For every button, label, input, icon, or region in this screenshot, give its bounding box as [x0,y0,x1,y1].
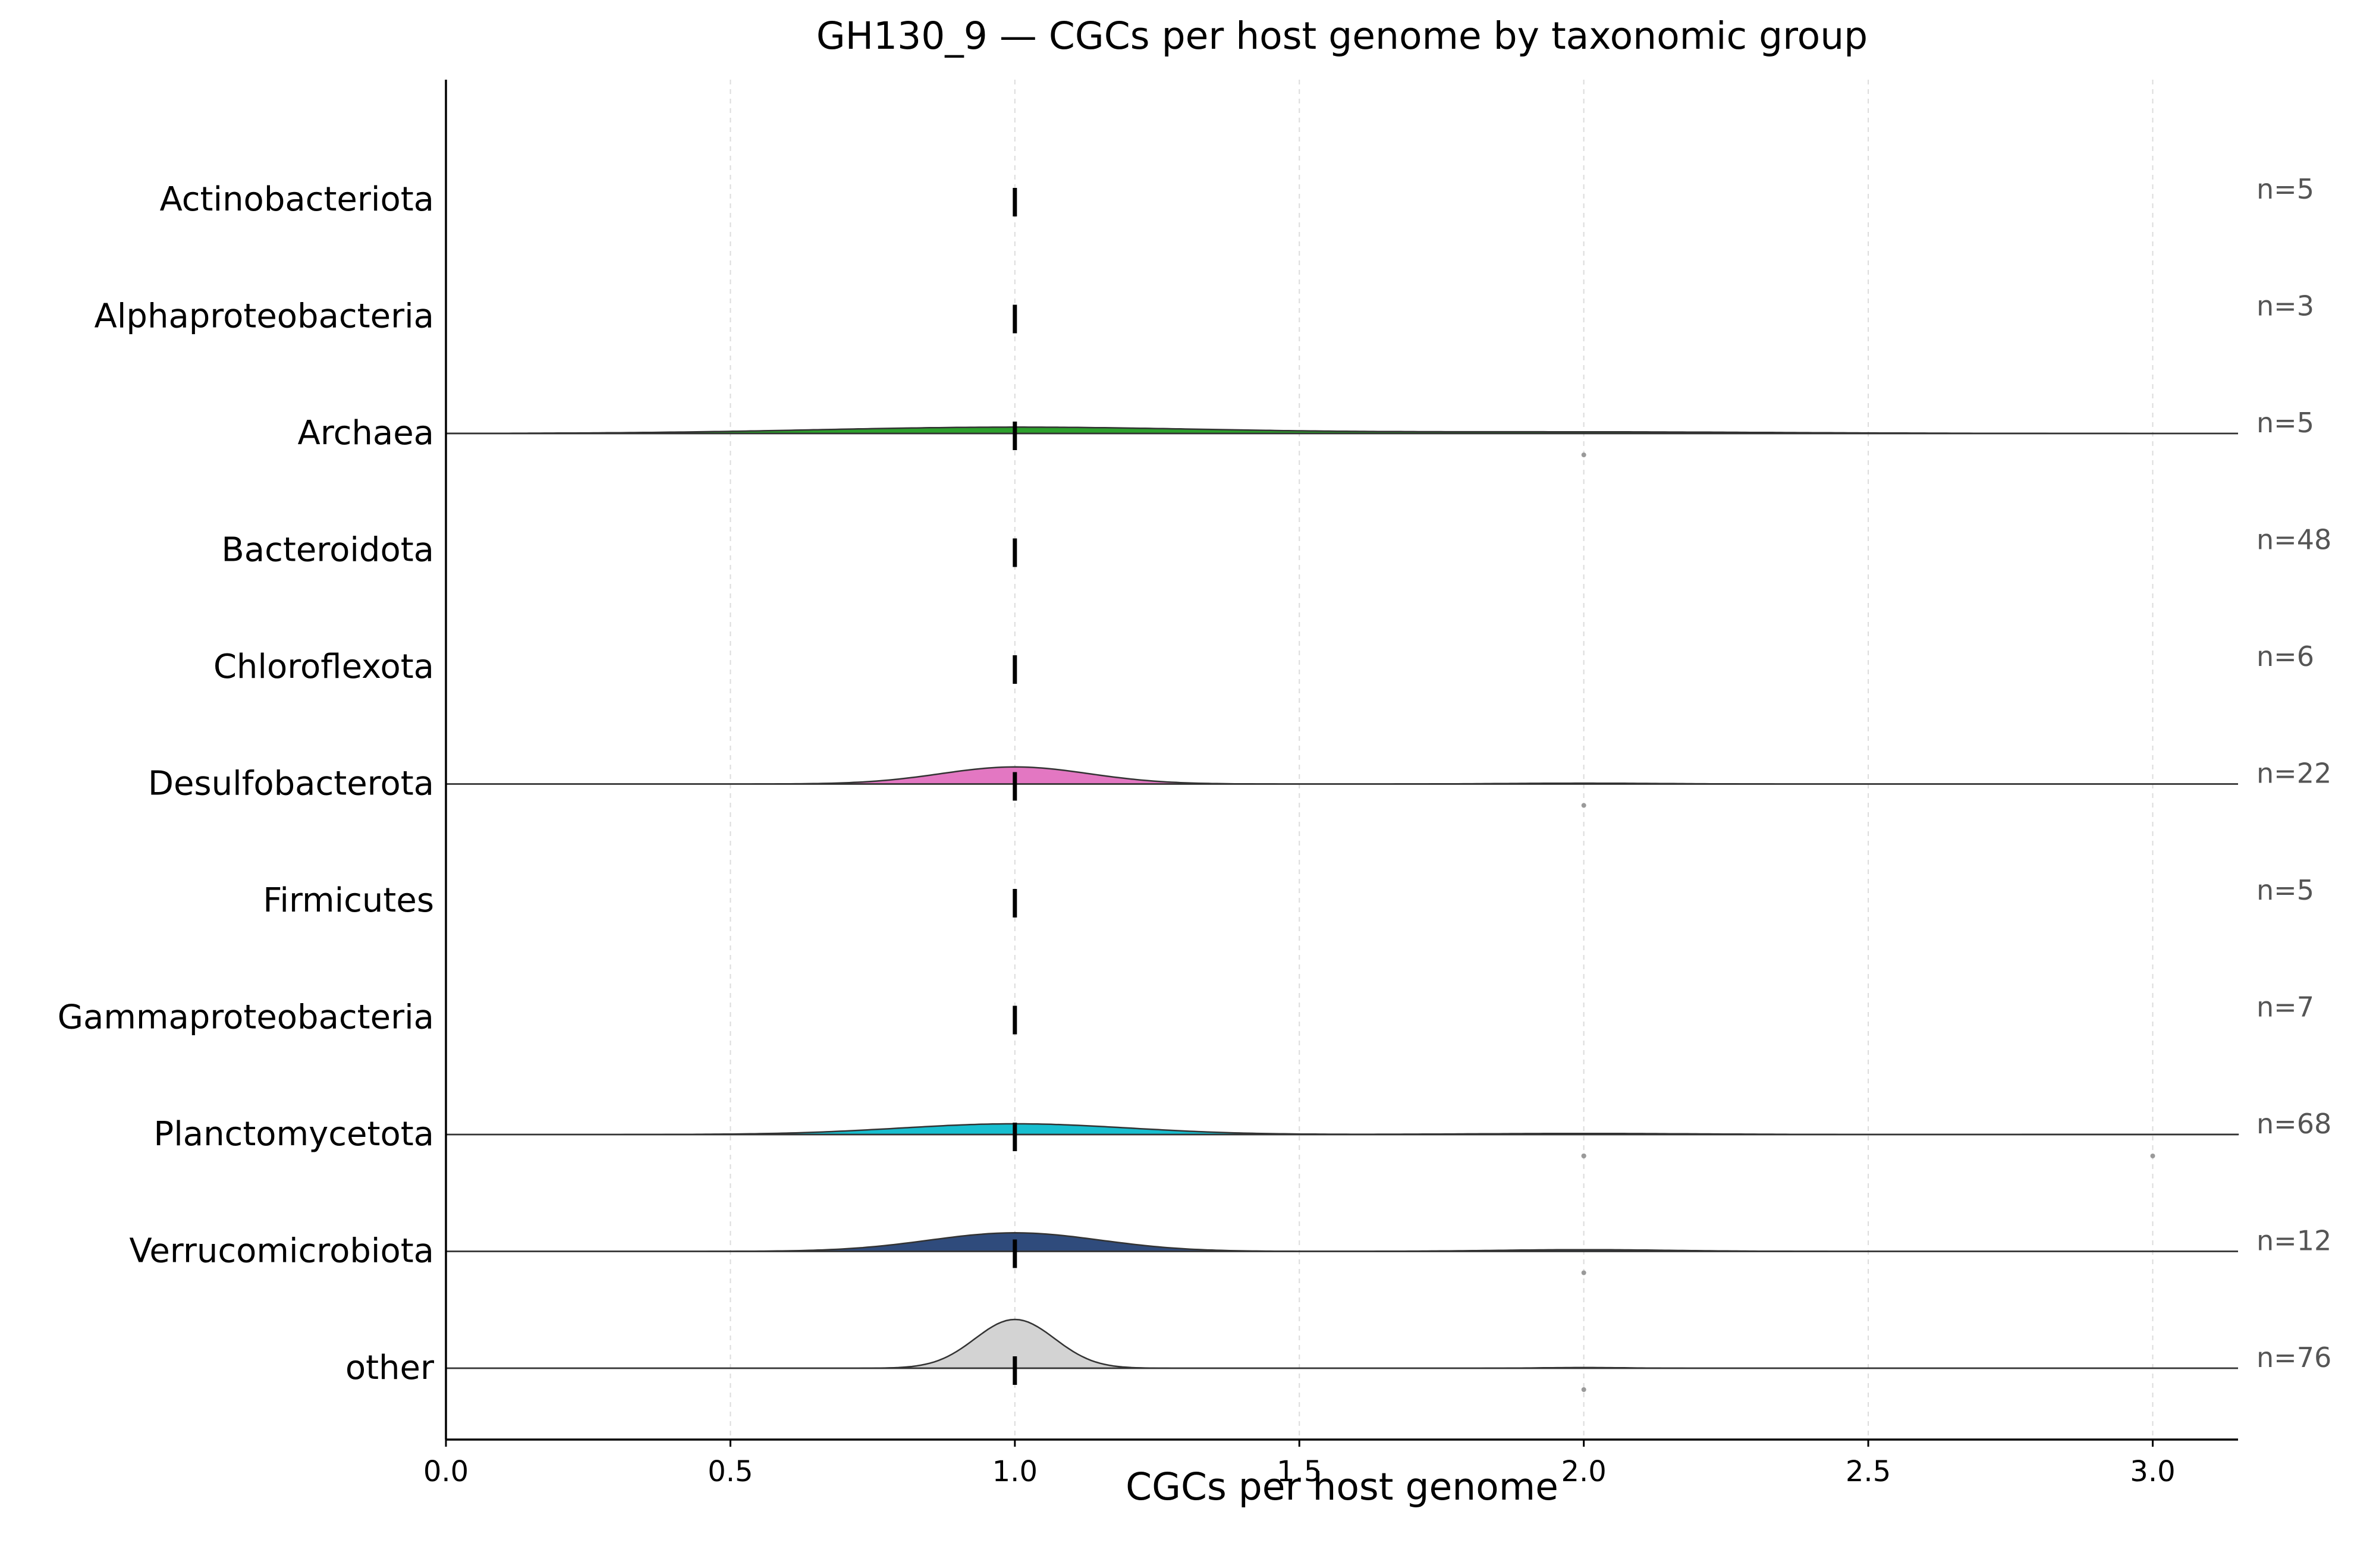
n-count-label: n=48 [2256,524,2331,556]
n-count-label: n=76 [2256,1341,2331,1374]
ridge-area [446,1123,2239,1136]
x-tick-label: 2.0 [1561,1455,1606,1488]
x-axis-label: CGCs per host genome [1126,1465,1558,1509]
x-tick-label: 0.5 [708,1455,753,1488]
ridge-row [446,766,2238,808]
n-count-label: n=12 [2256,1225,2331,1257]
ridge-row [445,422,2238,457]
ridge-area [445,426,2238,435]
ridge-row [446,1232,2238,1275]
n-count-label: n=6 [2256,640,2314,673]
outlier-point [1581,803,1586,808]
row-label: other [345,1349,435,1387]
row-label: Planctomycetota [153,1115,434,1154]
n-count-label: n=22 [2256,758,2331,790]
axes [445,80,2238,1441]
x-ticks: 0.0 0.5 1.0 1.5 2.0 2.5 3.0 [423,1440,2176,1488]
ridge-area [446,766,2238,785]
x-tick-label: 1.5 [1277,1455,1322,1488]
row-label: Bacteroidota [221,531,434,570]
x-tick-label: 0.0 [423,1455,469,1488]
row-label: Archaea [298,414,434,453]
x-tick-label: 2.5 [1846,1455,1891,1488]
grid-lines [730,80,2154,1440]
row-label: Gammaproteobacteria [58,998,434,1037]
row-label: Firmicutes [263,881,434,920]
n-count-label: n=3 [2256,290,2314,322]
row-label: Alphaproteobacteria [95,297,434,336]
n-count-label: n=5 [2256,874,2314,906]
ridge-area [446,1318,2238,1369]
n-count-label: n=5 [2256,173,2314,205]
outlier-point [1581,453,1586,457]
outlier-point [2150,1154,2155,1158]
outlier-point [1581,1270,1586,1275]
ridge-row [446,1318,2238,1392]
chart-title: GH130_9 — CGCs per host genome by taxono… [816,14,1868,58]
row-label: Verrucomicrobiota [129,1232,434,1271]
n-count-label: n=5 [2256,407,2314,439]
row-label: Chloroflexota [213,648,434,686]
n-count-label: n=68 [2256,1108,2331,1140]
outlier-point [1581,1154,1586,1158]
ridges [445,188,2239,1392]
x-tick-label: 1.0 [992,1455,1038,1488]
row-labels: Actinobacteriota n=5 Alphaproteobacteria n=… [58,173,2332,1387]
x-tick-label: 3.0 [2130,1455,2175,1488]
n-count-label: n=7 [2256,991,2314,1023]
ridge-row [446,1123,2239,1158]
row-label: Desulfobacterota [148,765,434,803]
row-label: Actinobacteriota [159,180,434,219]
outlier-point [1581,1387,1586,1392]
ridge-area [446,1232,2238,1252]
